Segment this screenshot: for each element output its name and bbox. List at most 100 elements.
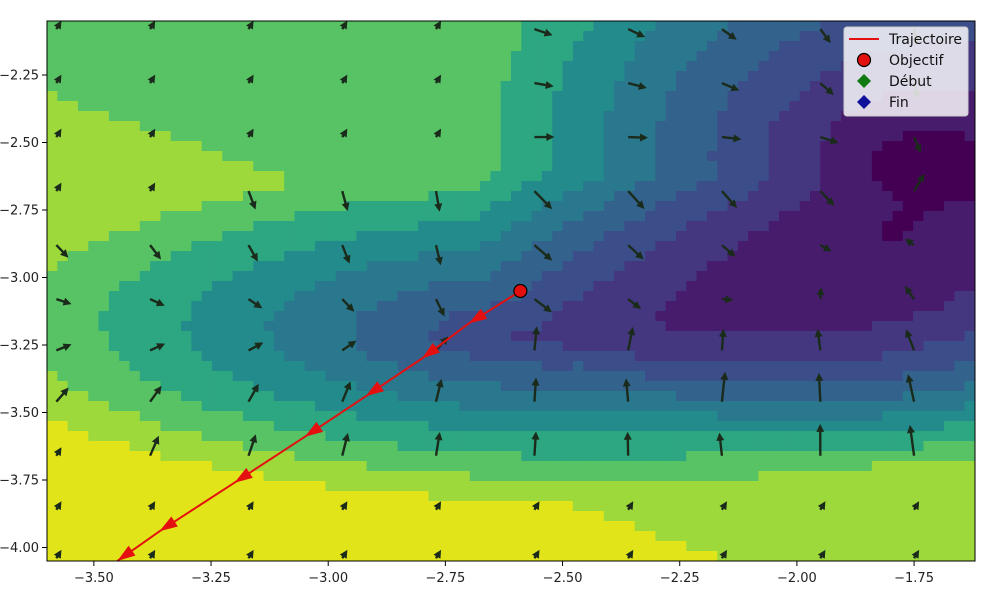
contour-cell (727, 401, 739, 412)
contour-cell (593, 291, 605, 302)
contour-cell (335, 201, 347, 212)
contour-cell (263, 461, 275, 472)
contour-cell (284, 51, 296, 62)
contour-cell (77, 361, 89, 372)
contour-cell (77, 321, 89, 332)
contour-cell (552, 211, 564, 222)
contour-cell (201, 51, 213, 62)
contour-cell (263, 201, 275, 212)
contour-cell (820, 541, 832, 552)
contour-cell (541, 331, 553, 342)
contour-cell (160, 91, 172, 102)
contour-cell (665, 491, 677, 502)
contour-cell (748, 351, 760, 362)
contour-cell (799, 211, 811, 222)
contour-cell (892, 551, 904, 561)
contour-cell (428, 241, 440, 252)
contour-cell (325, 41, 337, 52)
contour-cell (284, 431, 296, 442)
contour-cell (397, 331, 409, 342)
contour-cell (521, 201, 533, 212)
contour-cell (727, 91, 739, 102)
contour-cell (315, 471, 326, 482)
contour-cell (232, 391, 244, 402)
contour-cell (346, 191, 357, 202)
contour-cell (758, 421, 770, 432)
contour-cell (521, 501, 533, 512)
contour-cell (521, 41, 533, 52)
contour-cell (160, 491, 172, 502)
contour-cell (335, 491, 347, 502)
contour-cell (366, 501, 378, 512)
contour-cell (706, 41, 718, 52)
contour-cell (583, 241, 595, 252)
contour-cell (511, 411, 522, 422)
contour-cell (397, 531, 409, 542)
contour-cell (871, 171, 883, 182)
contour-cell (397, 201, 409, 212)
contour-cell (407, 521, 419, 532)
contour-cell (47, 351, 58, 362)
contour-cell (129, 211, 141, 222)
contour-cell (335, 121, 347, 132)
contour-cell (634, 161, 646, 172)
quiver-arrow (814, 328, 823, 351)
contour-cell (727, 341, 739, 352)
contour-cell (418, 391, 430, 402)
contour-cell (882, 541, 894, 552)
contour-cell (665, 271, 677, 282)
contour-cell (98, 281, 110, 292)
contour-cell (696, 251, 708, 262)
contour-cell (119, 321, 131, 332)
contour-cell (634, 41, 646, 52)
contour-cell (490, 271, 502, 282)
contour-cell (407, 321, 419, 332)
contour-cell (335, 411, 347, 422)
contour-cell (645, 511, 656, 522)
contour-cell (603, 61, 615, 72)
contour-cell (77, 531, 89, 542)
contour-cell (572, 471, 584, 482)
contour-cell (160, 141, 172, 152)
contour-cell (902, 171, 914, 182)
contour-cell (47, 521, 58, 532)
contour-cell (696, 221, 708, 232)
contour-cell (541, 261, 553, 272)
contour-cell (562, 481, 574, 492)
contour-cell (459, 491, 471, 502)
contour-cell (304, 501, 316, 512)
contour-cell (789, 331, 801, 342)
contour-cell (376, 271, 388, 282)
contour-cell (810, 311, 821, 322)
contour-cell (490, 141, 502, 152)
contour-cell (861, 391, 873, 402)
contour-cell (572, 491, 584, 502)
contour-cell (387, 541, 399, 552)
contour-cell (376, 261, 388, 272)
contour-cell (459, 401, 471, 412)
contour-cell (603, 301, 615, 312)
contour-cell (263, 171, 275, 182)
contour-cell (47, 21, 58, 32)
contour-cell (438, 321, 450, 332)
contour-cell (88, 451, 100, 462)
contour-cell (263, 21, 275, 32)
contour-cell (459, 21, 471, 32)
quiver-arrow (819, 28, 831, 44)
contour-cell (521, 251, 533, 262)
contour-cell (201, 71, 213, 82)
contour-cell (748, 81, 760, 92)
contour-cell (737, 231, 749, 242)
contour-cell (480, 271, 491, 282)
contour-cell (820, 381, 832, 392)
contour-cell (222, 531, 234, 542)
contour-cell (727, 251, 739, 262)
contour-cell (614, 141, 626, 152)
contour-cell (655, 411, 667, 422)
contour-cell (830, 111, 842, 122)
contour-cell (222, 391, 234, 402)
contour-cell (541, 351, 553, 362)
contour-cell (459, 351, 471, 362)
contour-cell (686, 251, 698, 262)
contour-cell (181, 31, 192, 42)
